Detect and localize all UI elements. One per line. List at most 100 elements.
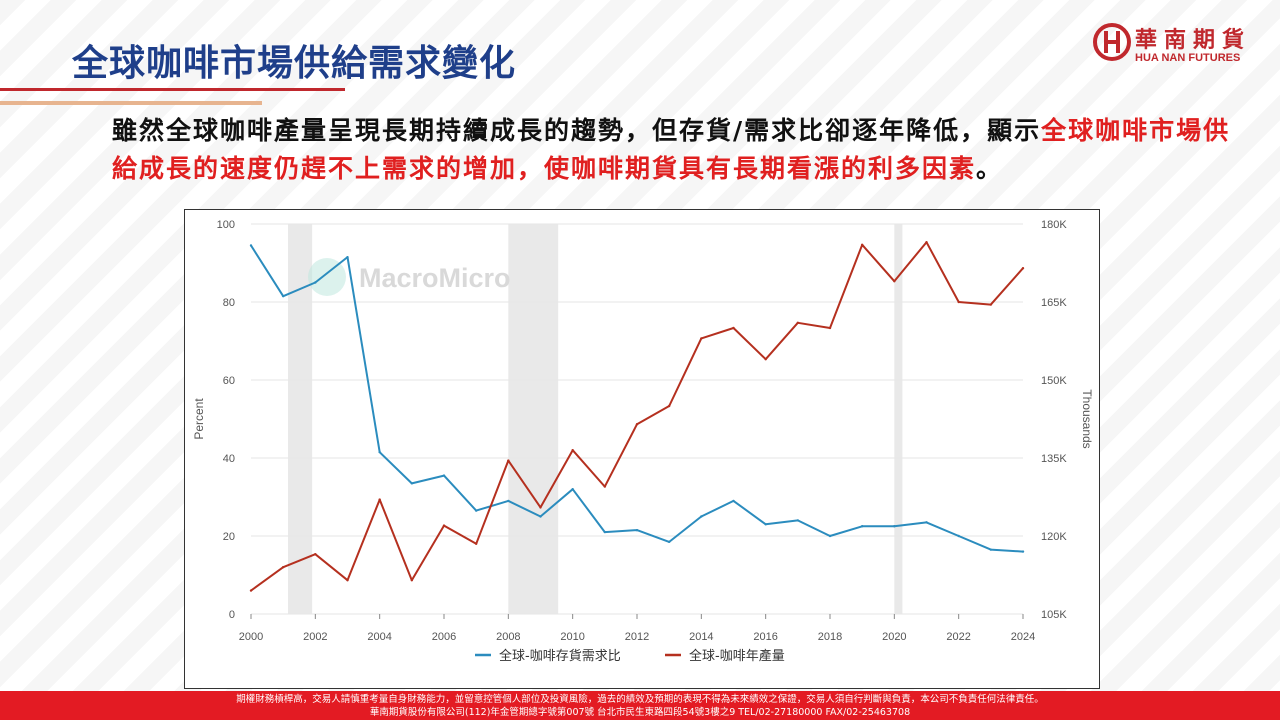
y-left-tick-label: 60: [223, 375, 235, 387]
y-right-tick-label: 180K: [1041, 219, 1067, 231]
data-point-inventory-ratio: [1021, 550, 1025, 553]
data-point-annual-production: [474, 542, 478, 545]
intro-text-highlight: 全球咖啡市場供給成長的速度仍趕不上需求的增加，使咖啡期貨具有長期看漲的利多因素: [112, 116, 1231, 183]
data-point-inventory-ratio: [314, 281, 317, 284]
y-right-tick-label: 105K: [1041, 609, 1067, 621]
data-point-inventory-ratio: [764, 523, 767, 526]
data-point-inventory-ratio: [925, 521, 928, 524]
y-right-tick-label: 120K: [1041, 531, 1067, 543]
data-point-annual-production: [925, 241, 928, 244]
y-left-tick-label: 100: [217, 219, 235, 231]
chart-watermark: MacroMicro: [359, 263, 511, 293]
x-tick-label: 2022: [946, 631, 970, 643]
data-point-annual-production: [314, 553, 317, 556]
data-point-annual-production: [249, 589, 253, 592]
x-tick-label: 2014: [689, 631, 713, 643]
data-point-inventory-ratio: [732, 499, 735, 503]
y-left-tick-label: 20: [223, 531, 235, 543]
y-right-tick-label: 165K: [1041, 297, 1067, 309]
data-point-inventory-ratio: [957, 534, 960, 538]
intro-text-black: 雖然全球咖啡產量呈現長期持續成長的趨勢，但存貨/需求比卻逐年降低，顯示: [112, 116, 1042, 145]
recession-band: [508, 224, 559, 614]
disclaimer-footer: 期權財務槓桿高，交易人請慎重考量自身財務能力，並留意控管個人部位及投資風險，過去…: [0, 691, 1280, 720]
data-point-annual-production: [860, 243, 864, 246]
data-point-annual-production: [764, 358, 767, 361]
data-point-annual-production: [281, 566, 285, 569]
x-tick-label: 2006: [432, 631, 456, 643]
intro-text-end: 。: [976, 154, 1004, 183]
intro-text: 雖然全球咖啡產量呈現長期持續成長的趨勢，但存貨/需求比卻逐年降低，顯示全球咖啡市…: [112, 112, 1242, 188]
chart-panel: 0 20 40 60 80 100 105K 120K 135K 150K 165K 180K 2000…: [184, 209, 1100, 689]
data-point-annual-production: [667, 404, 671, 408]
data-point-annual-production: [539, 506, 542, 509]
x-tick-label: 2016: [753, 631, 777, 643]
data-point-annual-production: [571, 449, 574, 452]
x-tick-label: 2018: [818, 631, 842, 643]
y-right-tick-label: 150K: [1041, 375, 1067, 387]
data-point-annual-production: [507, 459, 510, 462]
data-point-inventory-ratio: [442, 474, 446, 477]
data-point-annual-production: [635, 423, 639, 426]
x-tick-label: 2020: [882, 631, 906, 643]
data-point-inventory-ratio: [507, 499, 510, 503]
data-point-annual-production: [732, 326, 735, 330]
data-point-inventory-ratio: [989, 548, 993, 551]
data-point-annual-production: [796, 321, 800, 324]
y-left-tick-label: 80: [223, 297, 235, 309]
slide-title: 全球咖啡市場供給需求變化: [72, 43, 517, 84]
data-point-annual-production: [378, 498, 381, 501]
data-point-annual-production: [410, 579, 414, 582]
disclaimer-line-2: 華南期貨股份有限公司(112)年金管期總字號第007號 台北市民生東路四段54號…: [369, 707, 911, 718]
data-point-annual-production: [603, 485, 607, 488]
x-tick-label: 2008: [496, 631, 520, 643]
data-point-inventory-ratio: [539, 515, 542, 518]
data-point-inventory-ratio: [796, 519, 800, 522]
data-point-inventory-ratio: [893, 525, 896, 528]
data-point-inventory-ratio: [860, 525, 864, 528]
data-point-annual-production: [700, 337, 703, 340]
x-tick-label: 2000: [239, 631, 263, 643]
watermark-logo-icon: [308, 258, 346, 296]
data-point-annual-production: [893, 280, 896, 283]
logo-emblem-icon: [1093, 23, 1131, 61]
x-tick-label: 2004: [367, 631, 391, 643]
recession-band: [287, 224, 313, 614]
data-point-annual-production: [828, 326, 832, 330]
x-tick-label: 2012: [625, 631, 649, 643]
y-right-axis-label: Thousands: [1080, 389, 1094, 448]
data-point-inventory-ratio: [667, 540, 671, 544]
y-right-tick-label: 135K: [1041, 453, 1067, 465]
data-point-inventory-ratio: [346, 255, 349, 259]
legend-label-annual-production: 全球-咖啡年產量: [689, 648, 785, 664]
data-point-annual-production: [989, 303, 993, 306]
chart-svg: 0 20 40 60 80 100 105K 120K 135K 150K 165K 180K 2000…: [192, 219, 1094, 664]
data-point-annual-production: [957, 300, 960, 304]
data-point-inventory-ratio: [571, 488, 574, 491]
data-point-inventory-ratio: [474, 509, 478, 512]
legend-label-inventory-ratio: 全球-咖啡存貨需求比: [499, 648, 621, 664]
y-left-axis-label: Percent: [192, 398, 206, 440]
data-point-inventory-ratio: [700, 515, 703, 518]
data-point-inventory-ratio: [410, 482, 414, 485]
title-rule-red: [0, 88, 345, 91]
company-logo: 華南期貨 HUA NAN FUTURES: [1093, 22, 1263, 70]
data-point-inventory-ratio: [249, 244, 253, 247]
logo-name-en: HUA NAN FUTURES: [1135, 52, 1241, 64]
data-point-inventory-ratio: [281, 294, 285, 298]
data-point-inventory-ratio: [378, 450, 381, 454]
logo-name-cn: 華南期貨: [1135, 28, 1252, 53]
data-point-inventory-ratio: [603, 530, 607, 534]
y-left-tick-label: 0: [229, 609, 235, 621]
x-tick-label: 2010: [560, 631, 584, 643]
y-left-tick-label: 40: [223, 453, 235, 465]
x-tick-label: 2024: [1011, 631, 1035, 643]
data-point-inventory-ratio: [635, 528, 639, 532]
data-point-annual-production: [442, 524, 446, 527]
data-point-inventory-ratio: [828, 534, 832, 538]
title-rule-tan: [0, 101, 262, 105]
disclaimer-line-1: 期權財務槓桿高，交易人請慎重考量自身財務能力，並留意控管個人部位及投資風險，過去…: [236, 694, 1044, 705]
data-point-annual-production: [1021, 267, 1025, 270]
x-tick-label: 2002: [303, 631, 327, 643]
series-line-annual-production: [250, 241, 1024, 592]
data-point-annual-production: [346, 579, 349, 582]
